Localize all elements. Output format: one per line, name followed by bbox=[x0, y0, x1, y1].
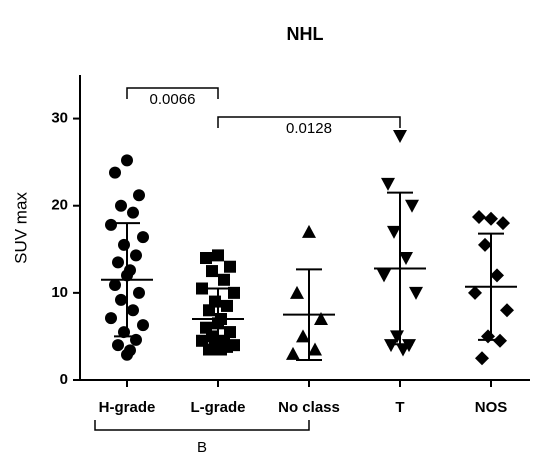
point bbox=[396, 343, 410, 357]
point bbox=[296, 329, 310, 343]
point bbox=[115, 293, 127, 306]
point bbox=[218, 273, 230, 286]
point bbox=[196, 282, 208, 295]
point bbox=[478, 237, 492, 252]
x-tick-label: T bbox=[395, 399, 404, 416]
point bbox=[127, 206, 139, 219]
point bbox=[500, 303, 514, 318]
point bbox=[302, 224, 316, 238]
point bbox=[475, 351, 489, 366]
bracket-label: 0.0066 bbox=[150, 91, 196, 108]
bracket bbox=[94, 420, 310, 431]
point bbox=[468, 285, 482, 300]
point bbox=[387, 225, 401, 239]
point bbox=[481, 329, 495, 344]
bracket bbox=[126, 87, 219, 99]
x-tick-label: H-grade bbox=[99, 399, 156, 416]
point bbox=[118, 238, 130, 251]
point bbox=[130, 249, 142, 262]
point bbox=[399, 252, 413, 265]
point bbox=[405, 199, 419, 213]
point bbox=[472, 210, 486, 225]
point bbox=[228, 286, 240, 299]
x-tick-label: No class bbox=[278, 399, 340, 416]
x-tick-label: L-grade bbox=[190, 399, 245, 416]
point bbox=[121, 154, 133, 167]
point bbox=[115, 199, 127, 212]
point bbox=[127, 304, 139, 317]
point bbox=[109, 166, 121, 179]
point bbox=[109, 279, 121, 292]
point bbox=[409, 286, 423, 300]
y-tick-label: 30 bbox=[51, 110, 68, 127]
point bbox=[377, 269, 391, 283]
point bbox=[402, 339, 416, 353]
y-axis-label: SUV max bbox=[11, 192, 30, 264]
point bbox=[308, 342, 322, 356]
point bbox=[221, 299, 233, 312]
y-tick-label: 20 bbox=[51, 197, 68, 214]
point bbox=[496, 216, 510, 231]
point bbox=[290, 285, 304, 299]
x-tick-label: NOS bbox=[475, 399, 508, 416]
point bbox=[490, 268, 504, 283]
point bbox=[212, 249, 224, 262]
point bbox=[200, 252, 212, 264]
point bbox=[224, 260, 236, 273]
bracket bbox=[217, 116, 401, 128]
point bbox=[384, 339, 398, 353]
point bbox=[133, 189, 145, 202]
point bbox=[112, 339, 124, 352]
point bbox=[381, 177, 395, 191]
point bbox=[137, 319, 149, 332]
bracket-label: 0.0128 bbox=[286, 120, 332, 137]
point bbox=[484, 211, 498, 226]
y-tick-label: 10 bbox=[51, 284, 68, 301]
point bbox=[393, 130, 407, 143]
y-tick-label: 0 bbox=[60, 371, 68, 388]
point bbox=[203, 304, 215, 317]
point bbox=[286, 346, 300, 360]
point bbox=[314, 312, 328, 325]
point bbox=[206, 265, 218, 278]
point bbox=[105, 312, 117, 325]
point bbox=[137, 231, 149, 244]
point bbox=[121, 348, 133, 361]
chart-title: NHL bbox=[287, 24, 324, 44]
point bbox=[112, 256, 124, 269]
point bbox=[105, 218, 117, 231]
point bbox=[133, 286, 145, 299]
bracket-label: B bbox=[197, 439, 207, 456]
